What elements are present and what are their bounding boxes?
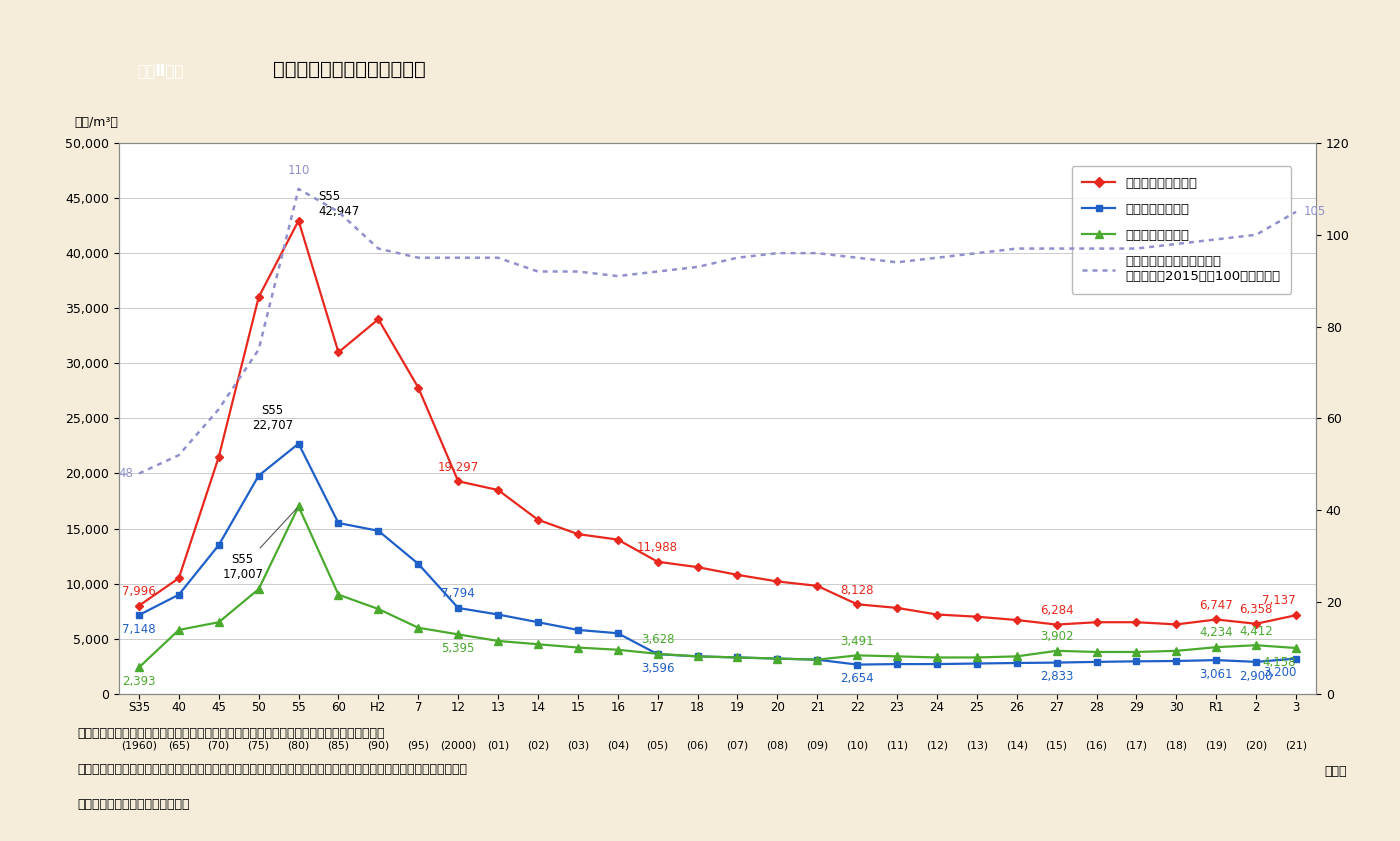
Text: (05): (05) [647, 740, 669, 750]
Text: (95): (95) [407, 740, 430, 750]
Text: 2,900: 2,900 [1239, 669, 1273, 683]
Text: (14): (14) [1005, 740, 1028, 750]
Text: S55
42,947: S55 42,947 [319, 190, 360, 218]
Text: (04): (04) [606, 740, 629, 750]
Text: 3,200: 3,200 [1263, 666, 1296, 680]
Text: (85): (85) [328, 740, 350, 750]
Text: 全国平均山元立木価格の推移: 全国平均山元立木価格の推移 [273, 60, 426, 78]
Text: (15): (15) [1046, 740, 1068, 750]
Text: 資料Ⅱ－３: 資料Ⅱ－３ [137, 63, 185, 78]
Text: 4,412: 4,412 [1239, 625, 1273, 637]
Text: (75): (75) [248, 740, 270, 750]
Text: (09): (09) [806, 740, 829, 750]
Text: 2,393: 2,393 [122, 675, 155, 688]
Text: (02): (02) [526, 740, 549, 750]
Text: 3,628: 3,628 [641, 633, 675, 646]
Text: 3,061: 3,061 [1200, 668, 1233, 681]
Text: (12): (12) [925, 740, 948, 750]
Text: (80): (80) [287, 740, 309, 750]
Text: (90): (90) [367, 740, 389, 750]
Text: 7,794: 7,794 [441, 587, 475, 600]
Text: (13): (13) [966, 740, 988, 750]
Text: (21): (21) [1285, 740, 1308, 750]
Text: 5,395: 5,395 [441, 642, 475, 655]
Text: (01): (01) [487, 740, 510, 750]
Text: 注：マツ山元立木価格は、北海道のマツ（トドマツ、エゾマツ、カラマツ）の価格である。: 注：マツ山元立木価格は、北海道のマツ（トドマツ、エゾマツ、カラマツ）の価格である… [77, 727, 385, 740]
Text: (17): (17) [1126, 740, 1148, 750]
Text: （年）: （年） [1324, 765, 1347, 779]
Text: 6,284: 6,284 [1040, 604, 1074, 617]
Text: 19,297: 19,297 [438, 461, 479, 473]
Text: S55
22,707: S55 22,707 [252, 404, 293, 431]
Text: (03): (03) [567, 740, 589, 750]
Text: (08): (08) [766, 740, 788, 750]
Text: 7,148: 7,148 [122, 623, 155, 636]
Text: 資料：一般財団法人日本不動産研究所「山林素地及び山元立木価格調」、日本銀行「企業物価指数（日本銀行時系列: 資料：一般財団法人日本不動産研究所「山林素地及び山元立木価格調」、日本銀行「企業… [77, 763, 468, 775]
Text: (2000): (2000) [440, 740, 476, 750]
Text: (10): (10) [846, 740, 868, 750]
Text: (07): (07) [727, 740, 749, 750]
Text: 7,137: 7,137 [1263, 595, 1296, 607]
Text: 2,833: 2,833 [1040, 670, 1074, 684]
Text: 6,358: 6,358 [1239, 603, 1273, 616]
Text: 110: 110 [287, 164, 309, 177]
Text: (18): (18) [1165, 740, 1187, 750]
Text: (06): (06) [686, 740, 708, 750]
Text: (16): (16) [1085, 740, 1107, 750]
Text: 105: 105 [1303, 205, 1326, 219]
Text: 6,747: 6,747 [1200, 599, 1233, 611]
Text: 2,654: 2,654 [840, 672, 874, 685]
Text: 統計データ検索サイト）」: 統計データ検索サイト）」 [77, 798, 189, 811]
Text: 8,128: 8,128 [840, 584, 874, 596]
Text: (1960): (1960) [120, 740, 157, 750]
Text: (70): (70) [207, 740, 230, 750]
Text: 3,491: 3,491 [840, 635, 874, 648]
Text: (11): (11) [886, 740, 909, 750]
Text: 3,902: 3,902 [1040, 630, 1074, 643]
Text: 11,988: 11,988 [637, 541, 678, 554]
Legend: ヒノキ山元立木価格, スギ山元立木価格, マツ山元立木価格, 参考値：国内企業物価指数
（総平均、2015年＝100）（右軸）: ヒノキ山元立木価格, スギ山元立木価格, マツ山元立木価格, 参考値：国内企業物… [1071, 166, 1291, 294]
Text: 3,596: 3,596 [641, 662, 675, 675]
Text: (19): (19) [1205, 740, 1228, 750]
Text: （円/m³）: （円/m³） [74, 116, 118, 130]
Text: 7,996: 7,996 [122, 585, 155, 598]
Text: (20): (20) [1245, 740, 1267, 750]
Text: 4,158: 4,158 [1263, 656, 1296, 669]
Text: 48: 48 [118, 467, 133, 480]
Text: (65): (65) [168, 740, 190, 750]
Text: S55
17,007: S55 17,007 [223, 509, 297, 581]
Text: 4,234: 4,234 [1200, 627, 1233, 639]
